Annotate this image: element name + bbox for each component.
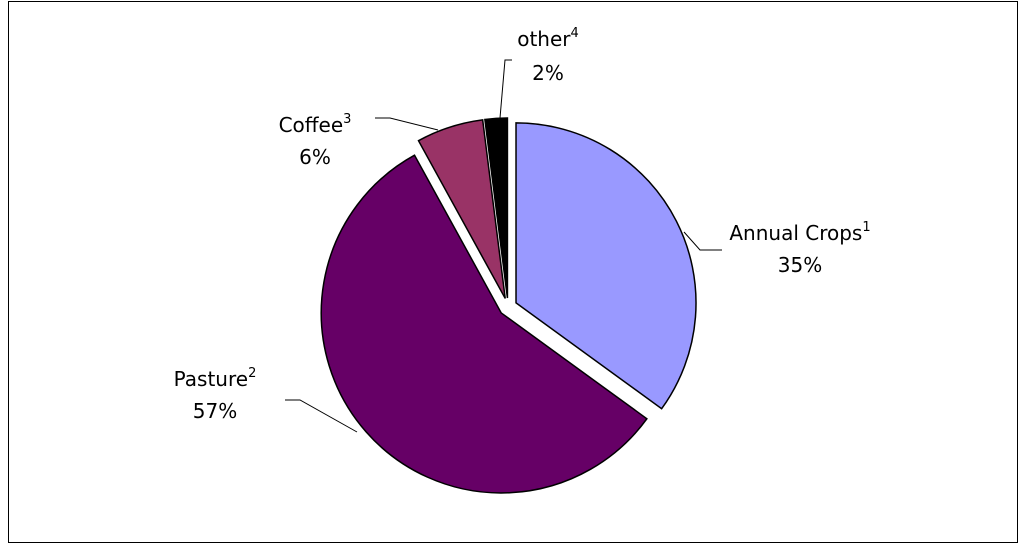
- slice-label: other4: [517, 26, 579, 51]
- category-name: Pasture: [174, 367, 248, 391]
- footnote-mark: 3: [343, 112, 351, 127]
- slice-label: Coffee3: [279, 112, 352, 137]
- category-name: other: [517, 27, 571, 51]
- pie-slice: [417, 119, 506, 299]
- value-label: 35%: [778, 253, 822, 277]
- footnote-mark: 4: [571, 26, 579, 41]
- pie-slice: [515, 122, 697, 410]
- category-name: Annual Crops: [729, 221, 862, 245]
- value-label: 6%: [299, 145, 331, 169]
- slice-label: Annual Crops1: [729, 220, 870, 245]
- category-name: Coffee: [279, 113, 344, 137]
- pie-slice: [320, 154, 648, 494]
- value-label: 57%: [193, 399, 237, 423]
- slice-label: Pasture2: [174, 366, 257, 391]
- leader-line: [285, 399, 358, 433]
- pie-slice: [484, 117, 509, 299]
- leader-line: [375, 117, 439, 131]
- leader-line: [499, 59, 512, 119]
- footnote-mark: 1: [862, 220, 870, 235]
- leader-line: [683, 231, 722, 251]
- value-label: 2%: [532, 61, 564, 85]
- footnote-mark: 2: [248, 366, 256, 381]
